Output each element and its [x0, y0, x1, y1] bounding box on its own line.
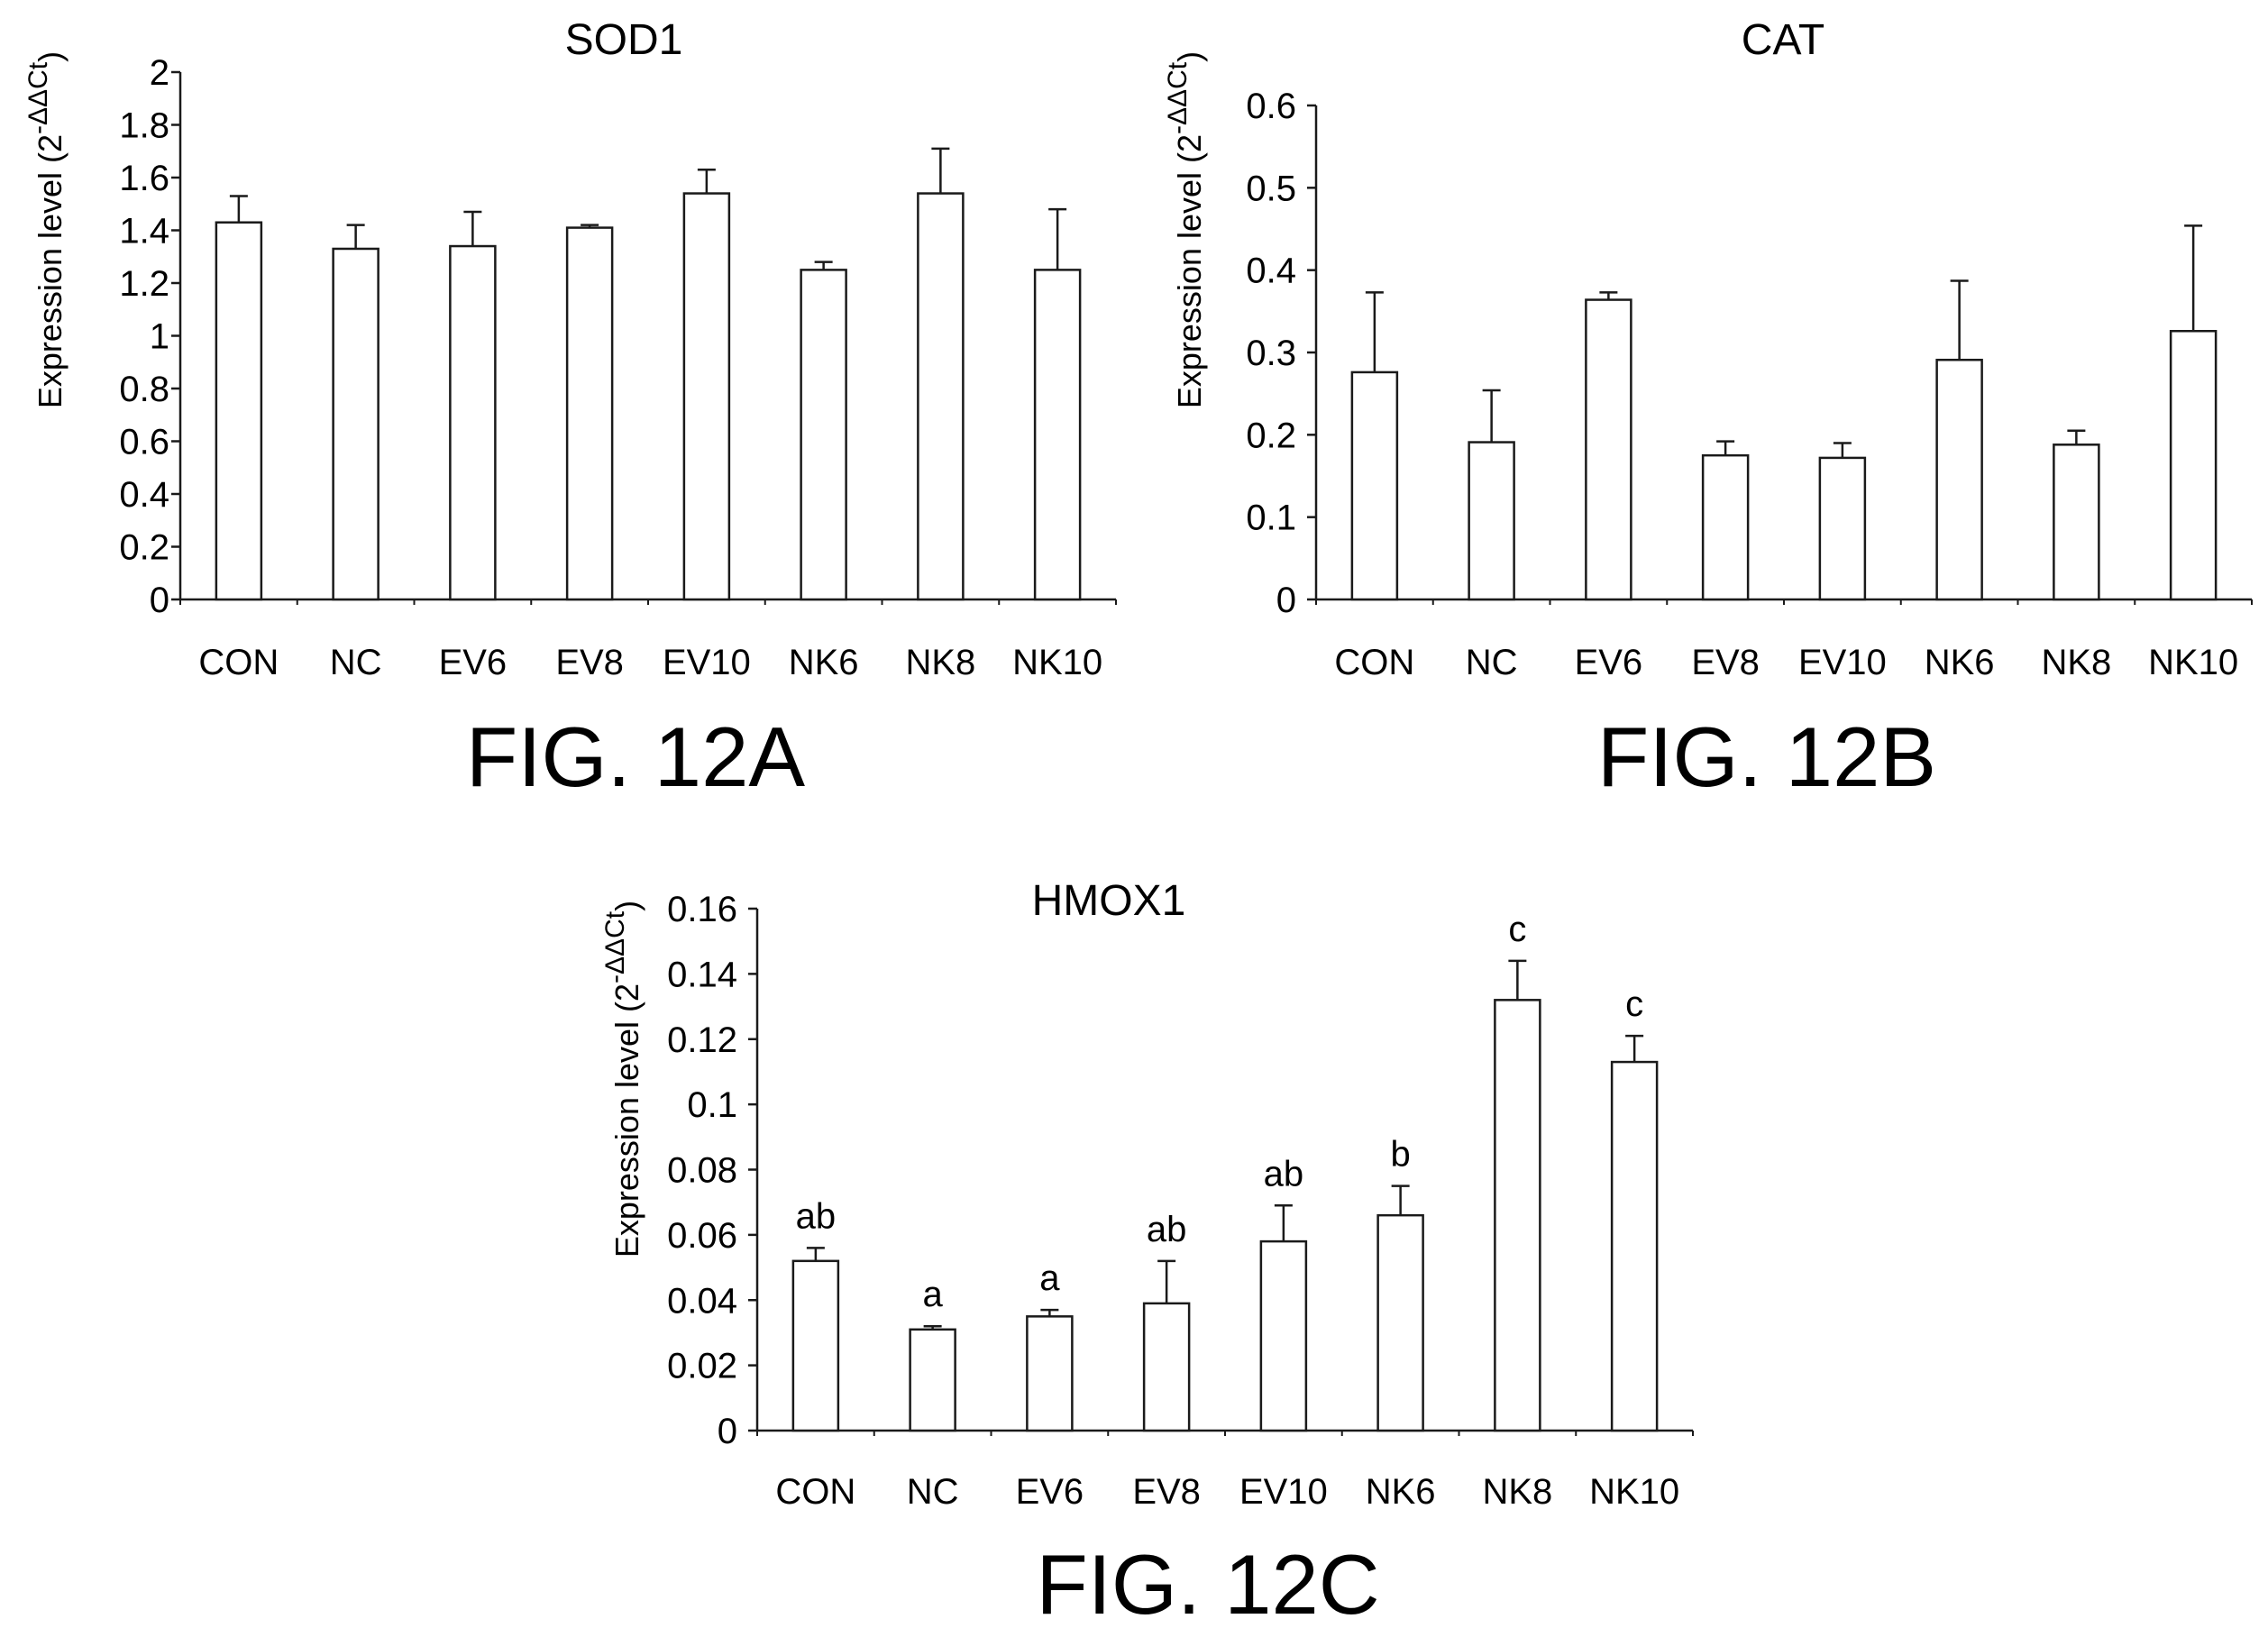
bar-nc	[909, 1328, 956, 1432]
x-tick-label: NC	[330, 643, 382, 682]
x-tick-label: NK6	[789, 643, 859, 682]
bar-nk6	[1376, 1213, 1424, 1432]
chart-1: SOD1 Expression level (2-ΔΔCt) 0 0.2 0.4 0.6 0…	[23, 16, 1117, 804]
x-tick-label: CON	[775, 1472, 855, 1512]
bar-ev8	[1142, 1302, 1191, 1432]
chart-3: HMOX1 Expression level (2-ΔΔCt) 0 0.02 0.04 0…	[600, 877, 1694, 1628]
x-tick-label: NC	[1466, 643, 1518, 682]
y-tick-label: 0.6	[1246, 87, 1296, 126]
x-tick-label: NK6	[1366, 1472, 1436, 1512]
bar-nk8	[1494, 999, 1541, 1432]
x-tick-label: NK10	[2148, 643, 2238, 682]
chart-title: HMOX1	[1032, 877, 1186, 925]
bar-nk10	[1610, 1060, 1659, 1432]
significance-label: a	[1039, 1258, 1060, 1298]
y-tick-label: 0.04	[667, 1281, 737, 1321]
y-tick-label: 0.1	[687, 1085, 737, 1125]
y-axis-label: Expression level (2-ΔΔCt)	[600, 901, 645, 1258]
bar-ev6	[1026, 1315, 1074, 1432]
y-tick-label: 1.2	[119, 264, 169, 304]
y-axis-label: Expression level (2-ΔΔCt)	[1163, 51, 1208, 408]
x-tick-label: EV8	[555, 643, 624, 682]
bar-ev8	[565, 226, 614, 601]
y-tick-label: 0.6	[119, 423, 169, 462]
bar-ev10	[682, 192, 731, 601]
y-tick-label: 0.2	[1246, 416, 1296, 455]
y-tick-label: 2	[150, 53, 169, 93]
x-tick-label: EV8	[1132, 1472, 1201, 1512]
y-tick-label: 0.4	[119, 475, 169, 515]
x-tick-label: NK6	[1925, 643, 1995, 682]
y-tick-label: 0.14	[667, 955, 737, 994]
x-tick-label: NC	[907, 1472, 959, 1512]
y-tick-label: 1	[150, 317, 169, 357]
y-tick-label: 0.02	[667, 1347, 737, 1386]
bar-nk10	[2169, 330, 2218, 601]
y-tick-label: 0	[1276, 581, 1296, 620]
x-tick-label: EV10	[1239, 1472, 1328, 1512]
y-tick-label: 0.12	[667, 1020, 737, 1060]
y-tick-label: 0.16	[667, 890, 737, 929]
y-tick-label: 1.6	[119, 159, 169, 198]
bar-nk8	[2053, 444, 2100, 601]
x-tick-label: EV10	[663, 643, 751, 682]
y-tick-label: 0.2	[119, 528, 169, 568]
y-tick-label: 0.4	[1246, 252, 1296, 291]
chart-title: SOD1	[565, 16, 683, 64]
x-tick-label: NK8	[2041, 643, 2111, 682]
y-tick-label: 0.08	[667, 1151, 737, 1191]
y-axis-label: Expression level (2-ΔΔCt)	[23, 51, 69, 408]
bar-ev8	[1701, 453, 1750, 601]
significance-label: a	[923, 1275, 944, 1314]
x-tick-label: EV6	[439, 643, 508, 682]
x-tick-label: EV8	[1691, 643, 1760, 682]
y-tick-label: 0.5	[1246, 169, 1296, 208]
x-tick-label: NK8	[905, 643, 975, 682]
significance-label: ab	[796, 1196, 837, 1236]
bar-nk6	[1935, 358, 1983, 601]
bar-con	[215, 221, 263, 601]
x-tick-label: EV10	[1798, 643, 1887, 682]
bar-nk8	[917, 192, 965, 601]
bar-ev10	[1818, 456, 1867, 601]
figure-caption: FIG. 12C	[1036, 1537, 1379, 1628]
y-tick-label: 1.4	[119, 212, 169, 252]
x-tick-label: EV6	[1016, 1472, 1084, 1512]
figure-caption: FIG. 12A	[466, 709, 805, 804]
bar-ev6	[449, 244, 497, 601]
chart-2: CAT Expression level (2-ΔΔCt) 0 0.1 0.2 0.3 0.…	[1163, 16, 2253, 804]
significance-label: b	[1391, 1135, 1411, 1175]
chart-title: CAT	[1742, 16, 1824, 64]
figure-caption: FIG. 12B	[1597, 709, 1936, 804]
bar-nc	[332, 247, 380, 601]
x-tick-label: NK8	[1482, 1472, 1552, 1512]
y-tick-label: 0.3	[1246, 334, 1296, 373]
x-tick-label: NK10	[1012, 643, 1102, 682]
x-tick-label: EV6	[1575, 643, 1643, 682]
bar-ev6	[1585, 298, 1632, 601]
bar-nk6	[800, 269, 847, 601]
significance-label: c	[1625, 984, 1643, 1024]
significance-label: ab	[1264, 1154, 1304, 1194]
y-tick-label: 0	[718, 1412, 737, 1451]
x-tick-label: CON	[1334, 643, 1414, 682]
y-tick-label: 1.8	[119, 106, 169, 146]
bar-nc	[1468, 441, 1515, 601]
y-tick-label: 0.8	[119, 370, 169, 409]
bar-nk10	[1033, 269, 1082, 601]
x-tick-label: NK10	[1589, 1472, 1679, 1512]
bar-con	[1350, 370, 1399, 601]
bar-con	[791, 1259, 840, 1432]
x-tick-label: CON	[198, 643, 279, 682]
bar-ev10	[1259, 1239, 1308, 1432]
y-tick-label: 0	[150, 581, 169, 620]
y-tick-label: 0.06	[667, 1216, 737, 1256]
significance-label: c	[1508, 910, 1526, 949]
significance-label: ab	[1147, 1210, 1187, 1249]
y-tick-label: 0.1	[1246, 498, 1296, 538]
